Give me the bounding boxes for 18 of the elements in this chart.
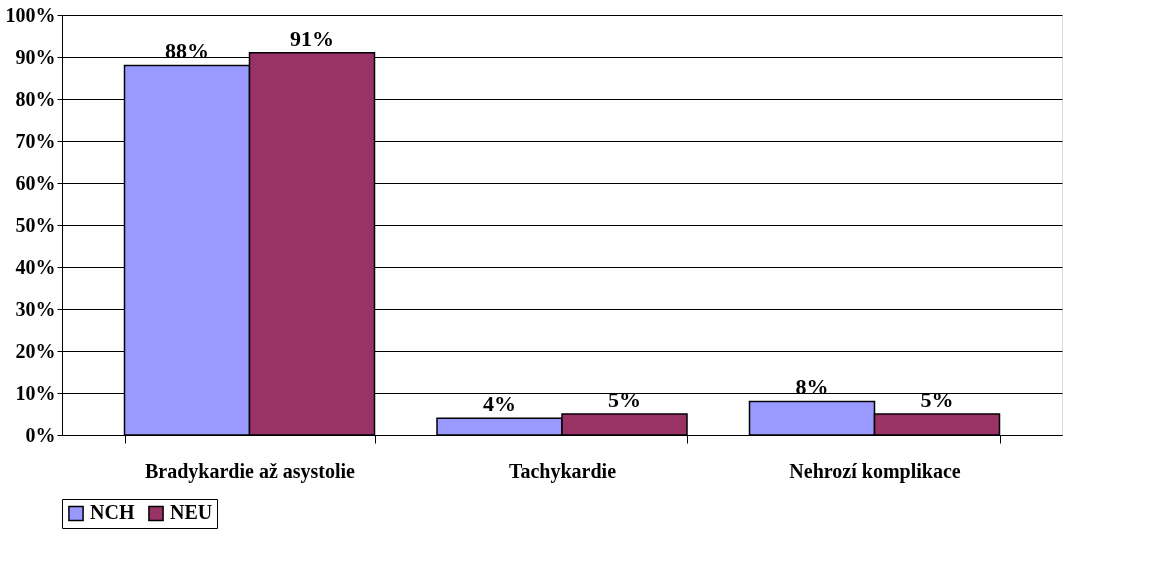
x-tick-label: Tachykardie xyxy=(508,459,617,483)
y-tick-label: 60% xyxy=(15,171,56,194)
legend-label: NEU xyxy=(170,501,213,524)
y-tick-label: 50% xyxy=(15,213,56,236)
y-tick-label: 80% xyxy=(15,87,56,110)
data-label: 91% xyxy=(290,25,334,51)
y-tick-label: 0% xyxy=(25,423,56,446)
data-label: 4% xyxy=(483,391,516,417)
legend-label: NCH xyxy=(90,501,135,524)
y-tick-label: 70% xyxy=(15,129,56,152)
x-tick-label: Nehrozí komplikace xyxy=(789,459,961,483)
y-tick-label: 40% xyxy=(15,255,56,278)
y-tick-label: 10% xyxy=(15,381,56,404)
x-tick-label: Bradykardie až asystolie xyxy=(145,459,356,483)
y-tick-label: 100% xyxy=(5,3,56,26)
y-tick-label: 20% xyxy=(15,339,56,362)
y-tick-label: 90% xyxy=(15,45,56,68)
y-tick-label: 30% xyxy=(15,297,56,320)
